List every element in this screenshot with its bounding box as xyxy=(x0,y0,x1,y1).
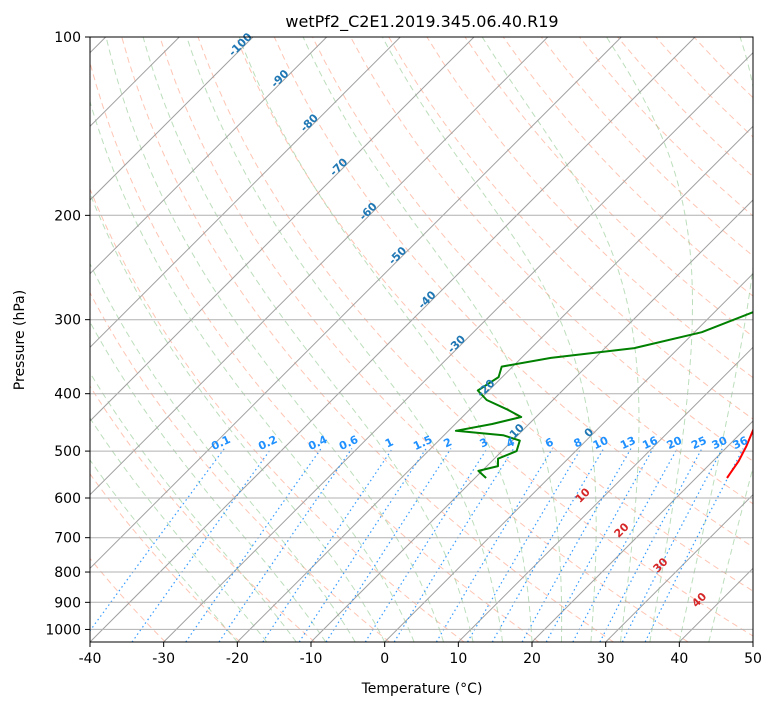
y-tick-label: 800 xyxy=(54,565,81,581)
moist-adiabat-line xyxy=(238,37,533,642)
moist-adiabat-line xyxy=(481,37,640,642)
mixing-ratio-label: 36 xyxy=(731,434,751,452)
mixing-ratio-line xyxy=(90,448,225,632)
y-axis: 100 200 300 400 500 600 700 800 900 1000 xyxy=(45,30,90,638)
isotherm-line xyxy=(531,420,753,642)
dry-adiabat-line xyxy=(426,37,753,379)
moist-adiabat-line xyxy=(606,37,693,642)
x-tick-label: 10 xyxy=(449,651,467,667)
dry-adiabat-line xyxy=(464,37,753,338)
x-tick-label: -40 xyxy=(79,651,102,667)
mixing-ratio-line xyxy=(364,448,488,642)
isotherm-line xyxy=(163,51,753,642)
isotherm-line xyxy=(457,346,753,642)
dry-adiabat-line xyxy=(159,37,689,642)
isotherm-line xyxy=(310,199,753,642)
moist-adiabat-line xyxy=(142,37,474,642)
x-tick-label: 0 xyxy=(380,651,389,667)
y-axis-label: Pressure (hPa) xyxy=(12,290,28,390)
dry-adiabat-line xyxy=(235,37,753,592)
isotherm-line xyxy=(605,493,753,642)
x-tick-label: 50 xyxy=(744,651,762,667)
moist-adiabat-line xyxy=(678,37,753,642)
mixing-ratio-line xyxy=(325,448,452,642)
mixing-ratio-label: 20 xyxy=(665,434,685,452)
mixing-ratio-line xyxy=(644,448,744,642)
y-tick-label: 1000 xyxy=(45,622,81,638)
y-tick-label: 100 xyxy=(54,30,81,46)
moist-adiabat-line xyxy=(90,192,386,642)
isotherm-line xyxy=(90,37,254,201)
isotherm-line xyxy=(236,125,753,642)
moist-adiabat-line xyxy=(90,417,268,642)
dry-adiabat-line xyxy=(90,473,241,642)
y-tick-label: 400 xyxy=(54,387,81,403)
dry-adiabat-line xyxy=(502,37,753,297)
y-tick-label: 500 xyxy=(54,444,81,460)
x-axis: -40 -30 -20 -10 0 10 20 30 40 50 xyxy=(79,642,762,667)
x-tick-label: -30 xyxy=(152,651,175,667)
dry-adiabat-line xyxy=(312,37,753,505)
isotherm-line xyxy=(90,37,401,349)
mixing-ratio-line xyxy=(466,448,582,642)
moist-adiabat-line xyxy=(186,37,503,642)
isotherm-line xyxy=(90,37,696,642)
dry-adiabat-line xyxy=(273,37,753,548)
isotherm-line xyxy=(384,272,753,642)
isotherm-line xyxy=(90,37,328,275)
mixing-ratio-line xyxy=(491,448,605,642)
moist-adiabat-line xyxy=(90,262,356,642)
dry-adiabat-line xyxy=(388,37,753,420)
isotherm-line xyxy=(90,37,622,570)
y-tick-label: 200 xyxy=(54,208,81,224)
background-lines xyxy=(90,37,753,642)
y-tick-label: 700 xyxy=(54,531,81,547)
moist-adiabat-line xyxy=(105,37,445,642)
isotherm-line xyxy=(90,37,475,422)
dry-adiabat-line xyxy=(350,37,753,462)
dry-adiabat-line xyxy=(90,61,540,642)
moist-adiabat-line xyxy=(381,37,597,642)
moist-adiabat-line xyxy=(302,37,563,642)
chart-title: wetPf2_C2E1.2019.345.06.40.R19 xyxy=(285,12,558,32)
profile-series xyxy=(454,311,753,479)
moist-adiabat-line xyxy=(90,371,297,642)
x-tick-label: 40 xyxy=(670,651,688,667)
moist-adiabat-line xyxy=(90,459,238,642)
mixing-ratio-label: 10 xyxy=(591,434,611,452)
mixing-ratio-line xyxy=(218,448,353,642)
moist-adiabat-line xyxy=(708,465,753,642)
mixing-ratio-label: 13 xyxy=(618,434,637,452)
x-tick-label: -20 xyxy=(226,651,249,667)
y-tick-label: 300 xyxy=(54,313,81,329)
mixing-ratio-label: 16 xyxy=(640,434,660,452)
mixing-ratio-label: 25 xyxy=(689,434,708,452)
mixing-ratio-line xyxy=(621,448,723,642)
y-tick-label: 600 xyxy=(54,491,81,507)
dry-adiabat-line xyxy=(90,385,316,642)
mixing-ratio-line xyxy=(298,448,427,642)
x-tick-label: 30 xyxy=(597,651,615,667)
dry-adiabat-line xyxy=(90,291,390,642)
x-tick-label: -10 xyxy=(300,651,323,667)
isotherm-line xyxy=(90,37,549,496)
horizontal-gridlines xyxy=(90,37,753,630)
dry-adiabat-line xyxy=(121,37,614,642)
mixing-ratio-line xyxy=(393,448,515,642)
x-tick-label: 20 xyxy=(523,651,541,667)
mixing-ratio-label: 30 xyxy=(710,434,730,452)
dewpoint-line xyxy=(454,311,753,479)
plot-frame xyxy=(89,36,754,643)
mixing-ratio-line xyxy=(435,448,554,642)
mixing-ratio-line xyxy=(262,448,393,642)
y-tick-label: 900 xyxy=(54,595,81,611)
temperature-line xyxy=(726,427,753,479)
x-axis-label: Temperature (°C) xyxy=(361,681,483,697)
dry-adiabat-line xyxy=(90,187,465,642)
moist-adiabat-line xyxy=(90,321,327,642)
mixing-ratio-line xyxy=(521,448,632,642)
